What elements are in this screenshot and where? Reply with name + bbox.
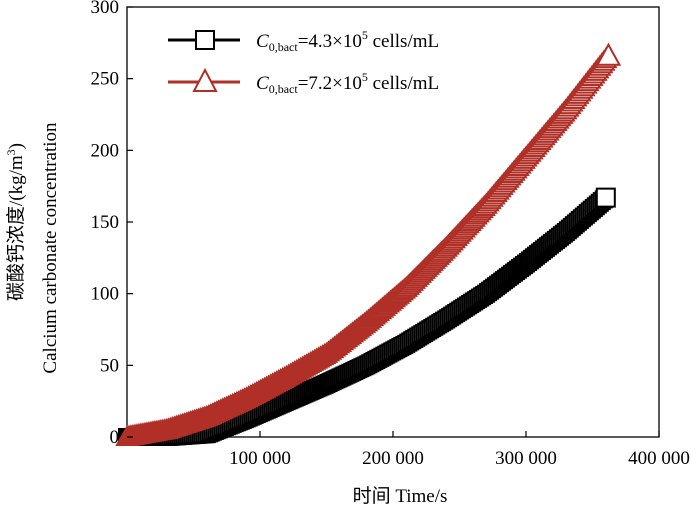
y-tick-label-3: 150 [91,212,120,233]
y-tick-label-0: 0 [110,427,120,448]
series-2-endpoint [595,42,622,66]
y-axis-title-cn-sup: 3 [4,149,18,155]
plot-area: 0 50 100 150 200 250 300 100 000 200 000 300 000 4… [91,0,690,469]
legend-marker-triangle [192,67,218,92]
legend-entry-series-2: C0,bact=7.2×105 cells/mL [168,67,439,96]
series-1-endpoint [595,187,616,208]
y-axis-title-cn-main: 碳酸钙浓度/(kg/m [5,155,27,301]
y-tick-label-1: 50 [100,355,119,376]
x-tick-label-3: 400 000 [628,448,690,469]
legend: C0,bact=4.3×105 cells/mL C0,bact=7.2×105… [168,28,439,96]
x-tick-label-2: 300 000 [495,448,557,469]
series-2 [115,42,622,446]
legend-label-series-2: C0,bact=7.2×105 cells/mL [256,70,439,96]
x-axis-title: 时间 Time/s [353,485,448,507]
legend-marker-square [195,30,215,50]
svg-text:碳酸钙浓度/(kg/m3): 碳酸钙浓度/(kg/m3) [4,143,27,301]
y-tick-label-5: 250 [91,69,120,90]
y-tick-label-4: 200 [91,140,120,161]
legend-label-series-1: C0,bact=4.3×105 cells/mL [256,28,439,54]
x-tick-label-0: 100 000 [229,448,291,469]
y-axis-title-en: Calcium carbonate concentration [40,122,61,374]
legend-entry-series-1: C0,bact=4.3×105 cells/mL [168,28,439,54]
y-axis-title-cn: 碳酸钙浓度/(kg/m3) [4,143,27,301]
x-tick-label-1: 200 000 [362,448,424,469]
ticks-layer: 0 50 100 150 200 250 300 100 000 200 000 300 000 4… [91,0,690,469]
y-tick-label-2: 100 [91,284,120,305]
y-tick-label-6: 300 [91,0,120,18]
y-axis-title-en-text: Calcium carbonate concentration [40,122,61,374]
y-axis-title-cn-close: ) [6,143,27,149]
series-layer [115,42,622,446]
